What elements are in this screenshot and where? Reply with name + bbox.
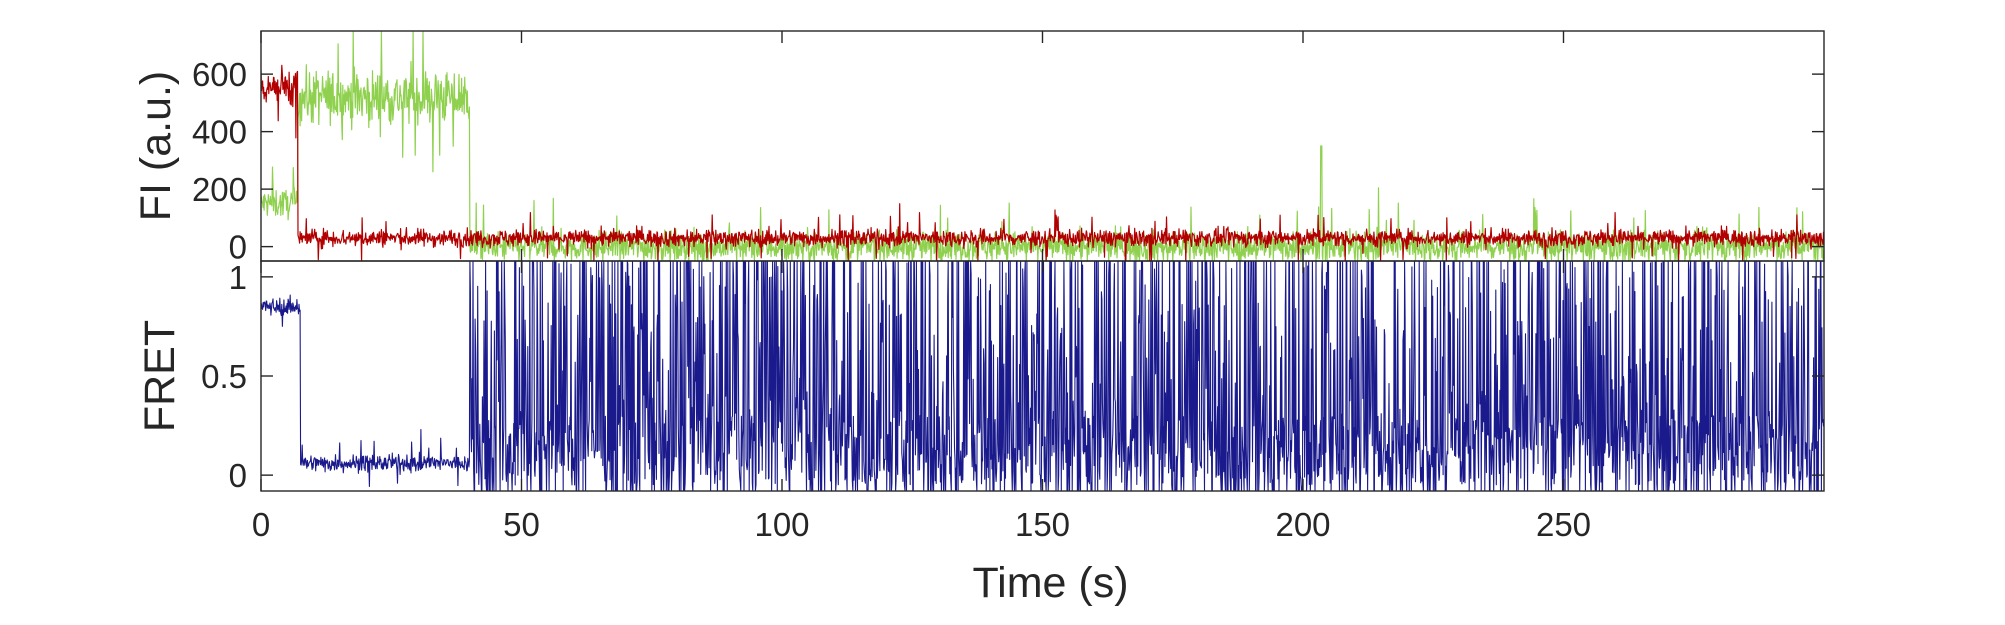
time-x-label: Time (s) <box>972 559 1128 607</box>
bottom-y-tick-label: 1 <box>229 259 247 296</box>
top-y-tick-label: 0 <box>229 229 247 266</box>
x-tick-label: 250 <box>1536 506 1591 543</box>
x-tick-label: 100 <box>754 506 809 543</box>
fret-y-ticks: 00.51 <box>201 259 1824 494</box>
bottom-series-0 <box>261 261 1824 491</box>
top-series-1 <box>261 64 1824 261</box>
intensity-y-ticks: 0 200 400 600 <box>192 56 1824 266</box>
bottom-y-tick-label: 0.5 <box>201 358 247 395</box>
x-tick-label: 200 <box>1275 506 1330 543</box>
bottom-y-tick-label: 0 <box>229 457 247 494</box>
x-tick-label: 0 <box>252 506 270 543</box>
x-tick-label: 50 <box>503 506 540 543</box>
fret-panel: 00.51 0 50 100 150 200 250 FRET Time (s) <box>136 31 1825 607</box>
fret-traces <box>261 261 1824 491</box>
top-y-tick-label: 200 <box>192 171 247 208</box>
intensity-traces <box>261 31 1824 261</box>
time-x-ticks: 0 50 100 150 200 250 <box>252 31 1591 543</box>
x-tick-label: 150 <box>1015 506 1070 543</box>
intensity-panel: 0 200 400 600 FI (a.u.) <box>132 30 1825 266</box>
intensity-axes-frame <box>260 30 1825 262</box>
top-y-tick-label: 600 <box>192 56 247 93</box>
top-series-0 <box>261 31 1824 261</box>
top-y-tick-label: 400 <box>192 114 247 151</box>
intensity-y-label: FI (a.u.) <box>132 71 180 222</box>
fret-y-label: FRET <box>136 320 184 432</box>
